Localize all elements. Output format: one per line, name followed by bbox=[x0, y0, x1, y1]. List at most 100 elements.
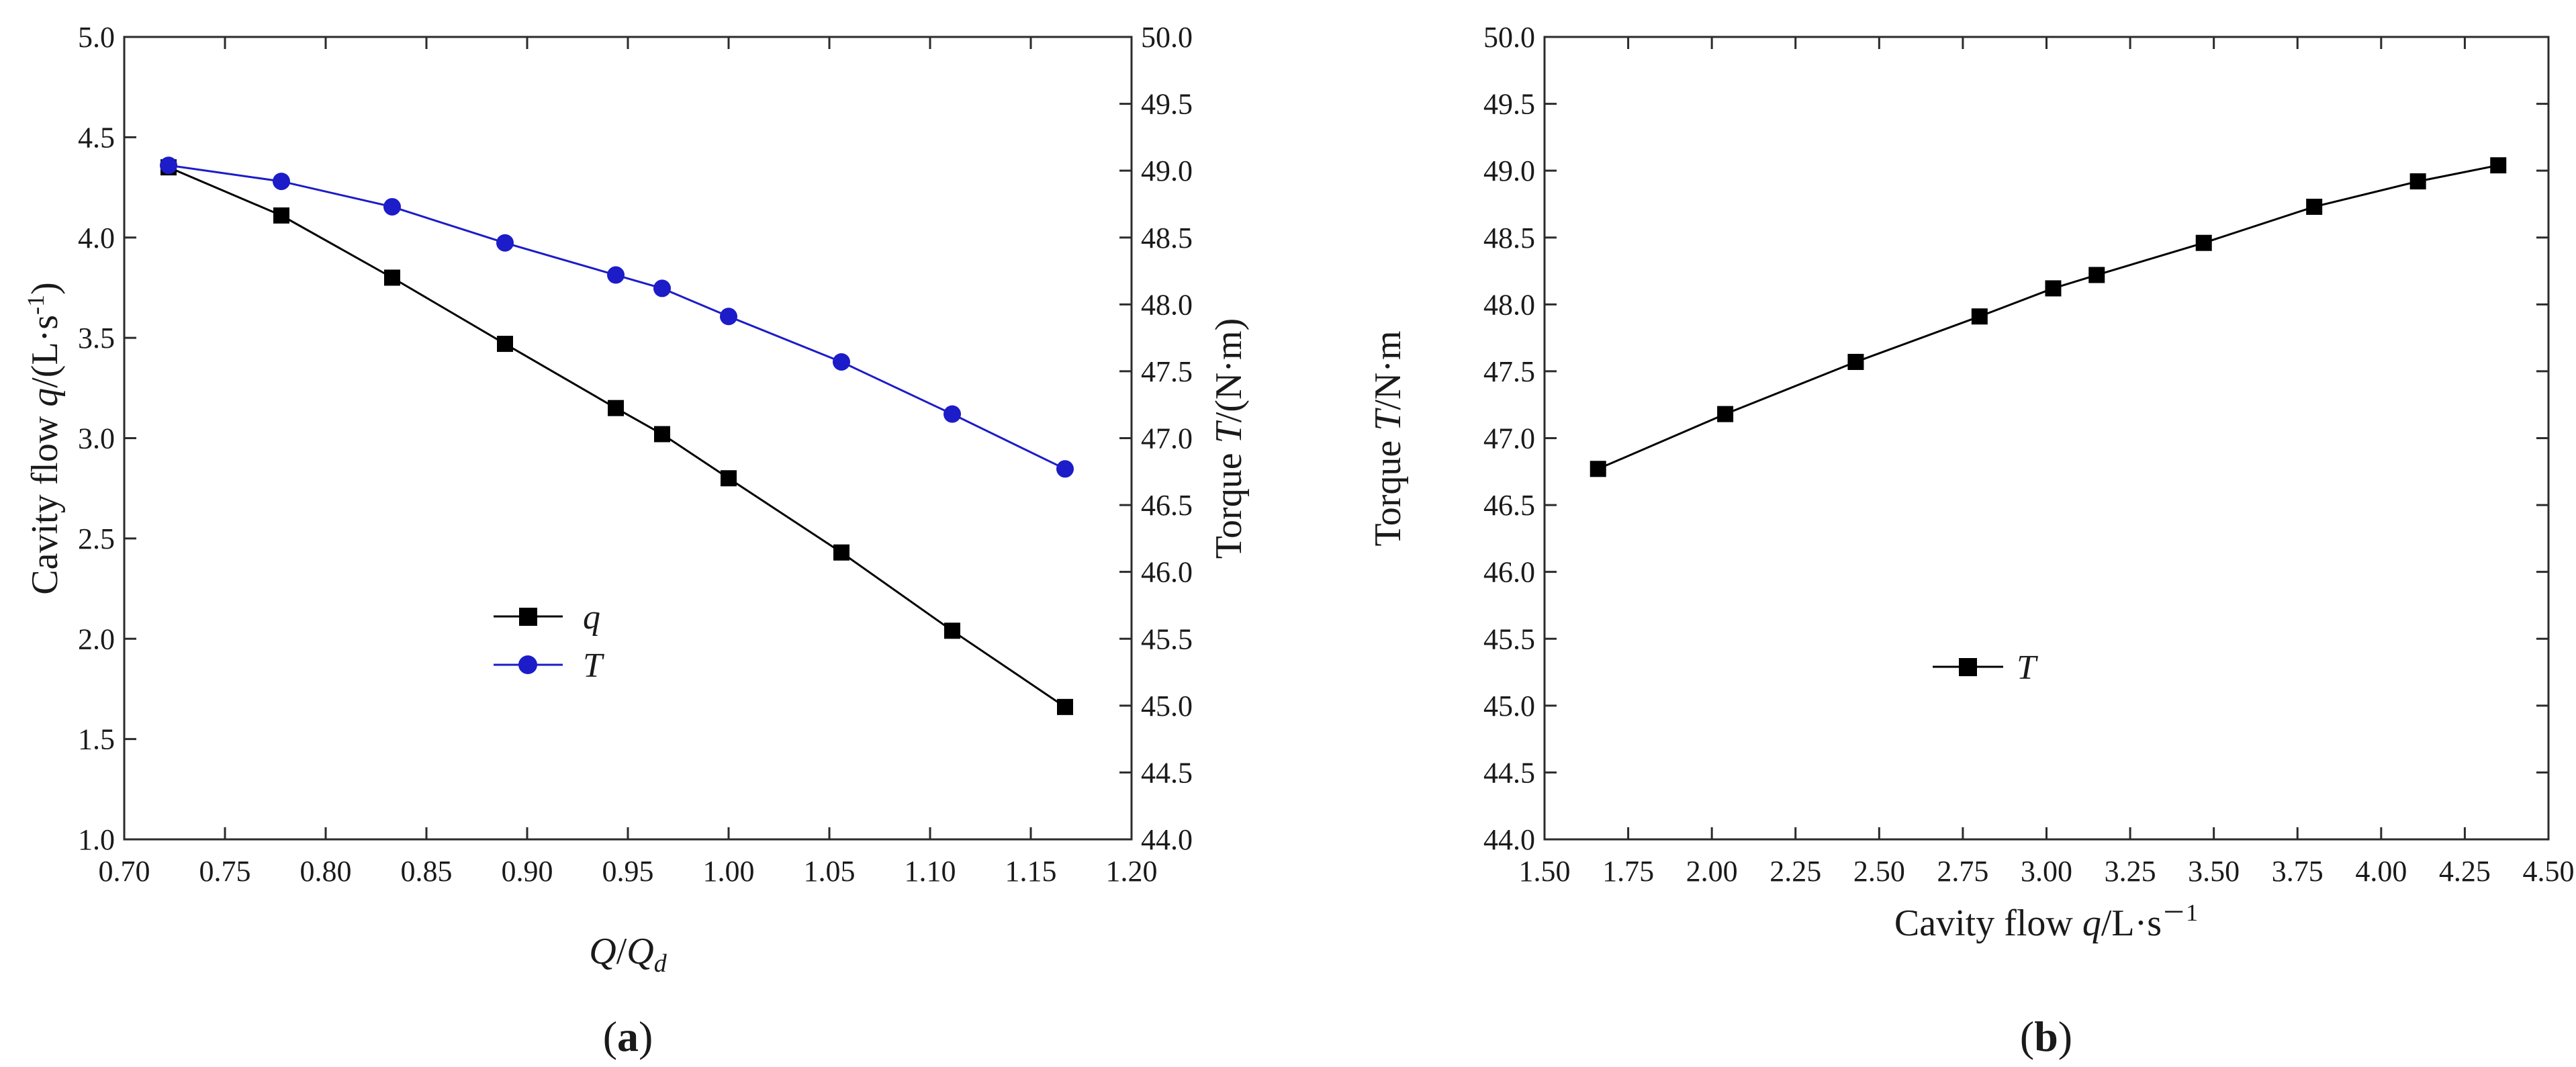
panel-a-y-left-axis-title: Cavity flow q/(L·s-1) bbox=[22, 282, 66, 595]
data-point-T bbox=[720, 308, 737, 326]
panel-b-x-axis-title: Cavity flow q/L·s－1 bbox=[1894, 899, 2198, 944]
data-point-T bbox=[273, 173, 290, 191]
x-tick-label: 2.75 bbox=[1937, 855, 1988, 888]
panel-b-legend: T bbox=[1933, 649, 2038, 687]
panel-b-y-axis-title: Torque T/N·m bbox=[1367, 330, 1409, 546]
legend-q-label: q bbox=[583, 598, 600, 637]
data-point-T bbox=[383, 197, 401, 216]
x-tick-label: 0.90 bbox=[502, 855, 553, 888]
y-right-tick-label: 50.0 bbox=[1141, 21, 1193, 54]
panel-a: 0.70 0.75 0.80 0.85 0.90 0.95 1.00 1.05 1.10 1.15… bbox=[22, 21, 1250, 1060]
x-tick-label: 3.50 bbox=[2188, 855, 2240, 888]
data-point-q bbox=[944, 622, 960, 639]
data-point-q bbox=[721, 470, 737, 487]
data-point-T bbox=[1590, 461, 1606, 477]
x-tick-label: 0.70 bbox=[99, 855, 150, 888]
panel-a-label: (a) bbox=[603, 1013, 653, 1060]
x-tick-label: 4.25 bbox=[2439, 855, 2491, 888]
y-tick-label: 49.0 bbox=[1483, 154, 1535, 187]
panel-a-y-right-ticks: 44.0 44.5 45.0 45.5 46.0 46.5 47.0 47.5 48.0 48.5… bbox=[1119, 21, 1193, 856]
y-tick-label: 44.0 bbox=[1483, 823, 1535, 856]
data-point-T bbox=[2306, 198, 2323, 215]
data-point-q bbox=[608, 400, 624, 416]
x-tick-label: 3.75 bbox=[2272, 855, 2324, 888]
y-right-tick-label: 44.0 bbox=[1141, 823, 1193, 856]
x-tick-label: 1.20 bbox=[1106, 855, 1158, 888]
data-point-T bbox=[1717, 406, 1734, 422]
y-right-tick-label: 49.0 bbox=[1141, 154, 1193, 187]
y-tick-label: 48.0 bbox=[1483, 288, 1535, 321]
y-tick-label: 45.5 bbox=[1483, 622, 1535, 655]
x-tick-label: 0.75 bbox=[199, 855, 251, 888]
y-tick-label: 3.0 bbox=[78, 422, 115, 455]
x-tick-label: 1.15 bbox=[1005, 855, 1057, 888]
panel-b: 1.50 1.75 2.00 2.25 2.50 2.75 3.00 3.25 3.50 3.75… bbox=[1367, 21, 2575, 1060]
x-tick-label: 1.75 bbox=[1602, 855, 1654, 888]
x-tick-label: 4.50 bbox=[2523, 855, 2575, 888]
x-tick-label: 0.80 bbox=[300, 855, 352, 888]
data-point-T bbox=[2045, 280, 2062, 297]
series-line-q bbox=[168, 166, 1066, 708]
y-tick-label: 5.0 bbox=[78, 21, 115, 54]
x-tick-label: 3.00 bbox=[2021, 855, 2072, 888]
y-right-tick-label: 46.0 bbox=[1141, 556, 1193, 589]
y-tick-label: 3.5 bbox=[78, 322, 115, 355]
x-tick-label: 0.85 bbox=[401, 855, 453, 888]
panel-b-series bbox=[1590, 157, 2507, 477]
data-point-q bbox=[833, 544, 849, 561]
data-point-T bbox=[1056, 460, 1074, 478]
data-point-q bbox=[384, 269, 400, 286]
y-right-tick-label: 45.0 bbox=[1141, 690, 1193, 723]
legend-t-label: T bbox=[583, 647, 604, 685]
panel-a-plot-frame bbox=[123, 36, 1133, 841]
data-point-T bbox=[607, 266, 625, 284]
x-tick-label: 2.00 bbox=[1686, 855, 1738, 888]
y-right-tick-label: 44.5 bbox=[1141, 756, 1193, 789]
y-tick-label: 50.0 bbox=[1483, 21, 1535, 54]
x-tick-label: 1.10 bbox=[905, 855, 956, 888]
x-tick-label: 1.50 bbox=[1519, 855, 1571, 888]
y-right-tick-label: 46.5 bbox=[1141, 489, 1193, 522]
y-tick-label: 49.5 bbox=[1483, 88, 1535, 121]
panel-a-legend: q T bbox=[494, 598, 604, 685]
series-line-T bbox=[1598, 164, 2499, 470]
data-point-q bbox=[654, 426, 670, 443]
y-right-tick-label: 48.5 bbox=[1141, 222, 1193, 254]
y-tick-label: 2.0 bbox=[78, 622, 115, 655]
y-right-tick-label: 49.5 bbox=[1141, 88, 1193, 121]
panel-a-y-left-ticks: 1.0 1.5 2.0 2.5 3.0 3.5 4.0 4.5 5.0 bbox=[78, 21, 136, 856]
data-point-T bbox=[2409, 173, 2426, 190]
x-tick-label: 1.05 bbox=[804, 855, 856, 888]
y-right-tick-label: 45.5 bbox=[1141, 622, 1193, 655]
legend-q-marker bbox=[519, 608, 537, 626]
legend-b-t-marker bbox=[1959, 658, 1977, 676]
panel-a-y-right-axis-title: Torque T/(N·m) bbox=[1208, 318, 1250, 559]
panel-a-series bbox=[160, 156, 1074, 715]
y-tick-label: 44.5 bbox=[1483, 756, 1535, 789]
data-point-T bbox=[2490, 157, 2507, 174]
y-tick-label: 2.5 bbox=[78, 522, 115, 555]
x-tick-label: 0.95 bbox=[602, 855, 654, 888]
data-point-T bbox=[2088, 267, 2105, 283]
y-tick-label: 47.0 bbox=[1483, 422, 1535, 455]
panel-b-plot-frame bbox=[1543, 36, 2550, 841]
legend-b-t-label: T bbox=[2017, 649, 2038, 687]
x-tick-label: 4.00 bbox=[2355, 855, 2407, 888]
data-point-T bbox=[944, 405, 961, 423]
data-point-q bbox=[273, 207, 289, 224]
y-tick-label: 46.0 bbox=[1483, 556, 1535, 589]
y-tick-label: 47.5 bbox=[1483, 355, 1535, 388]
y-right-tick-label: 48.0 bbox=[1141, 288, 1193, 321]
y-right-tick-label: 47.0 bbox=[1141, 422, 1193, 455]
data-point-q bbox=[1057, 698, 1073, 715]
data-point-T bbox=[833, 353, 850, 371]
data-point-q bbox=[497, 336, 513, 353]
data-point-T bbox=[160, 156, 177, 175]
x-tick-label: 1.00 bbox=[703, 855, 755, 888]
y-tick-label: 1.5 bbox=[78, 723, 115, 756]
y-tick-label: 1.0 bbox=[78, 823, 115, 856]
data-point-T bbox=[1971, 308, 1988, 325]
x-tick-label: 2.25 bbox=[1769, 855, 1821, 888]
